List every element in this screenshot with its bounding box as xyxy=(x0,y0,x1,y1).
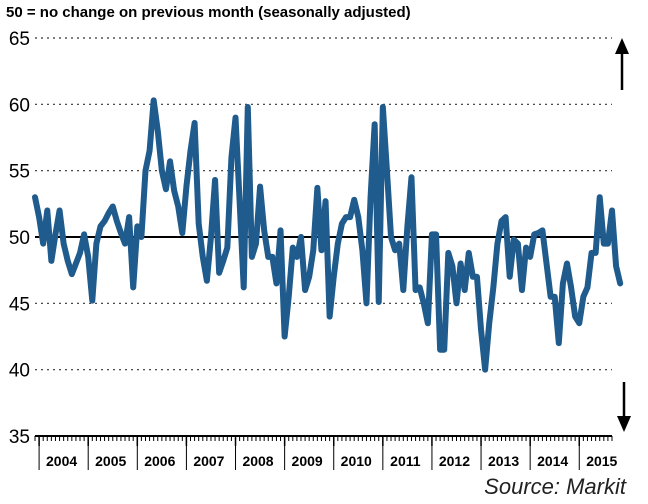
x-tick-label: 2011 xyxy=(390,453,421,469)
y-tick-label: 60 xyxy=(9,95,30,116)
y-tick-label: 35 xyxy=(9,427,30,448)
x-axis: 2004 2005 2006 2007 2008 2009 2010 2011 2012 2013… xyxy=(34,435,618,470)
y-tick-label: 55 xyxy=(9,162,30,183)
scale-break-arrows xyxy=(615,38,631,432)
y-tick-label: 65 xyxy=(9,29,30,50)
x-tick-label: 2008 xyxy=(242,453,273,469)
x-tick-label: 2014 xyxy=(537,453,568,469)
x-tick-label: 2013 xyxy=(488,453,519,469)
source-note: Source: Markit xyxy=(484,474,626,499)
series-line xyxy=(32,97,624,373)
x-tick-label: 2009 xyxy=(292,453,323,469)
x-tick-label: 2007 xyxy=(193,453,224,469)
up-arrow-head-icon xyxy=(615,38,629,54)
y-tick-label: 40 xyxy=(9,361,30,382)
chart-title: 50 = no change on previous month (season… xyxy=(6,4,411,21)
down-arrow-head-icon xyxy=(617,416,631,432)
x-tick-label: 2004 xyxy=(46,453,77,469)
y-axis: 35 40 45 50 55 60 65 xyxy=(9,29,30,448)
x-tick-label: 2015 xyxy=(586,453,617,469)
x-tick-label: 2012 xyxy=(439,453,470,469)
x-tick-label: 2010 xyxy=(341,453,372,469)
y-tick-label: 50 xyxy=(9,228,30,249)
x-tick-label: 2006 xyxy=(144,453,175,469)
y-tick-label: 45 xyxy=(9,294,30,315)
x-tick-label: 2005 xyxy=(95,453,126,469)
